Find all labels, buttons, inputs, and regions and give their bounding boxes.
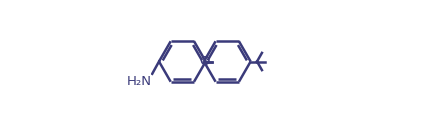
- Text: O: O: [200, 55, 210, 68]
- Text: H₂N: H₂N: [127, 75, 152, 88]
